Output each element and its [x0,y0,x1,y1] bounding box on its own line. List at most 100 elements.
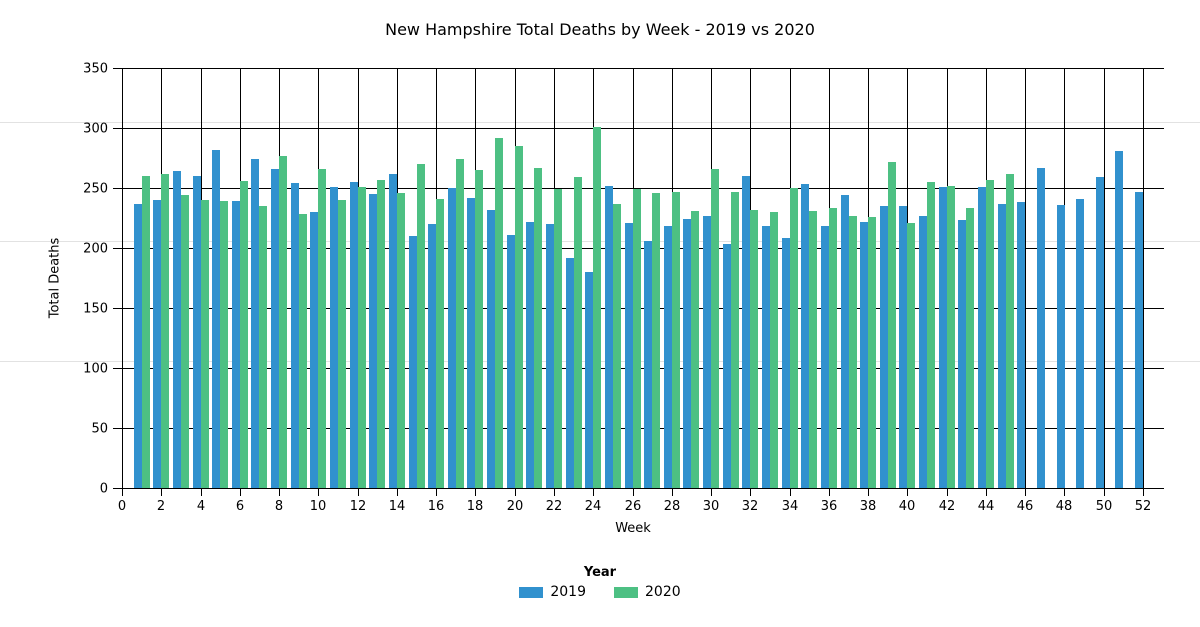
x-tick-34 [790,489,791,496]
bar-2019-week-44 [977,186,986,488]
bar-2019-week-34 [781,238,790,488]
x-tick-label-36: 36 [820,499,838,514]
x-tick-label-18: 18 [466,499,484,514]
bar-2019-week-15 [408,236,417,488]
bar-2020-week-45 [1005,173,1014,488]
x-tick-12 [358,489,359,496]
x-tick-40 [907,489,908,496]
bar-2019-week-13 [369,194,378,488]
bar-2019-week-5 [212,149,221,488]
bar-2019-week-8 [271,168,280,488]
legend-swatch-2020 [614,586,638,598]
x-tick-label-48: 48 [1055,499,1073,514]
legend-label-2020: 2020 [645,584,681,600]
bar-2020-week-34 [789,188,798,488]
bar-2020-week-15 [416,164,425,488]
bar-2019-week-36 [820,226,829,488]
x-tick-label-32: 32 [741,499,759,514]
y-tick-right-50 [1144,428,1164,429]
bar-2020-week-33 [769,212,778,488]
y-tick-label-0: 0 [99,481,108,496]
x-tick-16 [436,489,437,496]
bar-2019-week-10 [310,212,319,488]
bar-2019-week-29 [683,219,692,488]
x-tick-26 [633,489,634,496]
bar-2020-week-8 [279,155,288,488]
x-tick-label-30: 30 [702,499,720,514]
x-tick-label-24: 24 [584,499,602,514]
bar-2019-week-28 [663,226,672,488]
bar-2019-week-24 [585,272,594,488]
bar-2019-week-17 [447,188,456,488]
x-tick-52 [1143,489,1144,496]
x-tick-label-34: 34 [781,499,799,514]
bar-2020-week-36 [828,208,837,488]
x-tick-28 [672,489,673,496]
x-tick-42 [947,489,948,496]
bar-2019-week-32 [742,176,751,488]
x-tick-14 [397,489,398,496]
bar-2019-week-35 [801,184,810,488]
x-tick-48 [1064,489,1065,496]
bar-2020-week-11 [338,200,346,488]
bar-2019-week-9 [290,183,299,488]
x-tick-8 [279,489,280,496]
bar-2019-week-2 [153,200,162,488]
y-tick-label-100: 100 [83,361,108,376]
bar-2020-week-2 [161,173,170,488]
bar-2019-week-4 [192,176,201,488]
x-tick-6 [240,489,241,496]
bar-2019-week-38 [860,221,869,488]
x-tick-46 [1025,489,1026,496]
bar-2020-week-22 [554,189,562,488]
x-tick-label-0: 0 [117,499,127,514]
x-tick-label-20: 20 [506,499,524,514]
bar-2020-week-10 [318,168,327,488]
y-tick-right-300 [1144,128,1164,129]
bar-2019-week-26 [624,222,633,488]
x-tick-4 [201,489,202,496]
bar-2020-week-42 [946,185,955,488]
bar-2019-week-43 [958,220,967,488]
bar-2019-week-3 [172,171,181,488]
chart-legend: Year 2019 2020 [0,565,1200,600]
x-tick-10 [318,489,319,496]
bar-2019-week-46 [1017,202,1026,488]
bar-2019-week-42 [938,186,947,488]
y-tick-left-50 [113,428,122,429]
bar-2019-week-39 [879,206,888,488]
bar-2020-week-39 [887,161,896,488]
bar-2020-week-3 [180,195,189,488]
bar-2020-week-6 [239,180,248,488]
legend-label-2019: 2019 [550,584,586,600]
x-tick-32 [750,489,751,496]
y-tick-right-250 [1144,188,1164,189]
bar-2019-week-23 [565,257,574,488]
x-tick-label-14: 14 [388,499,406,514]
y-axis-title: Total Deaths [47,237,63,319]
bar-2019-week-7 [251,159,260,488]
bar-2020-week-32 [750,209,759,488]
bar-2019-week-37 [840,195,849,488]
y-tick-left-100 [113,368,122,369]
legend-swatch-2019 [519,586,544,598]
y-tick-left-200 [113,248,122,249]
bar-2019-week-50 [1095,177,1104,488]
bar-2019-week-6 [231,201,240,488]
x-tick-label-28: 28 [663,499,681,514]
bar-2020-week-21 [534,167,543,488]
bar-2019-week-20 [506,234,515,488]
bar-2019-week-30 [703,215,711,488]
x-tick-24 [593,489,594,496]
bar-2019-week-27 [644,240,653,488]
x-tick-label-10: 10 [309,499,327,514]
bar-2020-week-40 [907,222,916,488]
x-tick-label-8: 8 [274,499,284,514]
bar-2019-week-21 [526,221,535,488]
bar-2020-week-31 [730,191,739,488]
x-tick-label-16: 16 [427,499,445,514]
plot-border-bottom [122,488,1144,489]
x-tick-label-38: 38 [859,499,877,514]
bar-2020-week-4 [200,200,209,488]
